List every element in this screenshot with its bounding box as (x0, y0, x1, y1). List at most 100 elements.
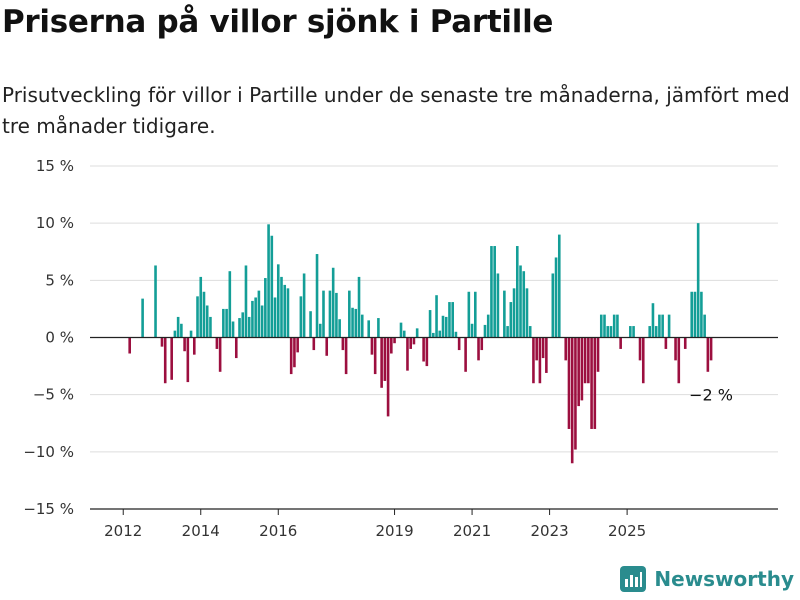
bar (554, 257, 558, 338)
bar (583, 337, 587, 384)
bar (496, 273, 500, 338)
bar (296, 337, 299, 353)
bar (280, 276, 283, 338)
bar (260, 305, 264, 338)
bar (293, 337, 296, 368)
bar (590, 337, 593, 429)
bar (251, 300, 254, 338)
bar (467, 291, 471, 338)
bar (241, 312, 245, 338)
bar (373, 337, 377, 375)
bar (173, 330, 177, 338)
last-value-annotation: −2 % (689, 385, 733, 404)
bar (202, 291, 206, 338)
bar-chart: 15 %10 %5 %0 %−5 %−10 %−15 % 2012 2014 201… (23, 157, 778, 540)
bar (412, 337, 416, 345)
y-tick-label: 10 % (36, 214, 74, 232)
bar (654, 326, 658, 338)
bar (218, 337, 222, 372)
bar (512, 288, 516, 338)
bar (606, 326, 610, 338)
bar (377, 318, 380, 338)
bar (238, 318, 241, 338)
bar (599, 314, 603, 338)
bar (490, 246, 493, 338)
bar (696, 223, 700, 338)
bar (341, 337, 345, 351)
bar (205, 305, 209, 338)
bar (390, 337, 393, 354)
bar (693, 291, 697, 338)
bar (641, 337, 645, 384)
bar (477, 337, 480, 361)
brand-name: Newsworthy (654, 567, 794, 591)
y-tick-label: 0 % (45, 329, 74, 347)
x-tick-label: 2021 (453, 522, 491, 540)
bar (515, 246, 519, 338)
bar (257, 290, 261, 338)
bar (415, 328, 419, 338)
bar (593, 337, 597, 429)
bar (286, 288, 290, 338)
bar (535, 337, 538, 361)
bar (270, 235, 274, 338)
bar (706, 337, 710, 372)
bar (289, 337, 293, 375)
bar (283, 284, 287, 338)
bar (180, 323, 183, 338)
bar (160, 337, 164, 347)
brand-logo: Newsworthy (620, 566, 794, 592)
bar (335, 292, 338, 338)
bar (580, 337, 584, 401)
bar (325, 337, 329, 356)
bar (432, 332, 435, 338)
bar (444, 316, 448, 338)
x-tick-label: 2025 (608, 522, 646, 540)
bar (399, 322, 403, 338)
bar (322, 290, 325, 338)
bar (244, 265, 248, 338)
bar (209, 316, 212, 338)
bar (225, 308, 228, 338)
bar (331, 267, 335, 338)
page-subtitle: Prisutveckling för villor i Partille und… (2, 83, 790, 138)
bar (276, 264, 280, 338)
bar (474, 291, 477, 338)
bar (528, 326, 532, 338)
bar (192, 337, 196, 355)
bar (189, 330, 193, 338)
bar (367, 320, 371, 338)
bar (267, 224, 270, 338)
x-axis: 2012 2014 2016 2019 2021 2023 2025 (90, 336, 778, 540)
bar (141, 298, 144, 338)
bar (703, 314, 706, 338)
bar (551, 273, 555, 338)
bar (709, 337, 713, 361)
bar (254, 297, 257, 338)
bar (486, 314, 490, 338)
bar (448, 302, 451, 338)
bar (661, 314, 664, 338)
bar (154, 265, 157, 338)
bar (199, 276, 203, 338)
newsworthy-logo-icon (620, 566, 647, 592)
bar (587, 337, 590, 384)
bar (457, 337, 461, 351)
bar (651, 303, 655, 338)
bar (176, 316, 180, 338)
x-tick-label: 2019 (375, 522, 413, 540)
y-tick-label: −15 % (23, 500, 74, 518)
bar (683, 337, 687, 349)
bars (128, 223, 713, 464)
bar (664, 337, 668, 349)
bar (619, 337, 622, 349)
bar (545, 337, 548, 373)
bar (570, 337, 574, 464)
bar (532, 337, 535, 384)
bar (674, 337, 677, 361)
bar (357, 276, 361, 338)
bar (519, 265, 522, 338)
bar (228, 271, 232, 338)
bar (309, 311, 312, 338)
bar (354, 308, 358, 338)
